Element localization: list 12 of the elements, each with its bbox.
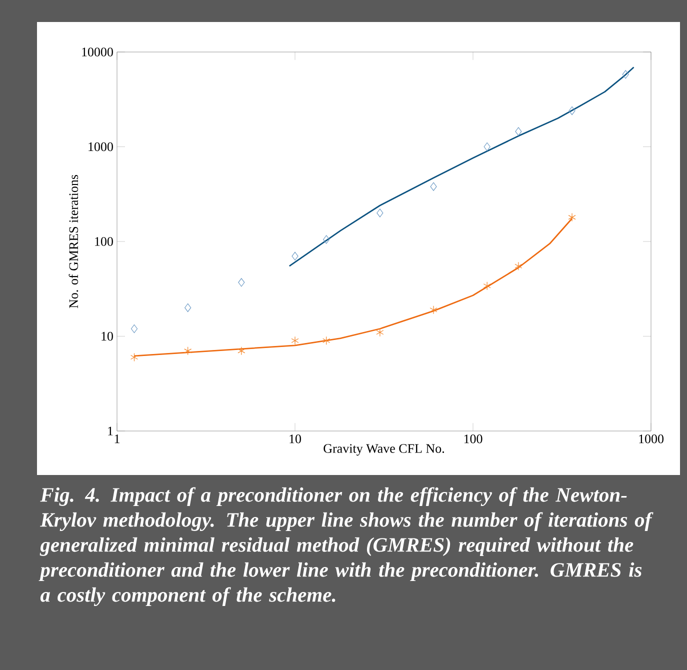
y-tick-label: 1000 [88, 142, 113, 152]
x-tick-label: 1 [114, 434, 120, 444]
y-tick-label: 100 [95, 237, 113, 246]
y-tick-label: 10 [102, 332, 113, 341]
y-tick-label: 1 [108, 426, 113, 436]
x-tick-label: 100 [464, 434, 482, 444]
x-tick-label: 10 [290, 434, 302, 444]
x-axis-title: Gravity Wave CFL No. [324, 444, 444, 456]
y-tick-label: 10000 [82, 48, 113, 56]
y-axis-title: No. of GMRES iterations [68, 174, 78, 308]
caption: Fig. 4. Impact of a preconditioner on the efficiency of the Newton-Krylov methodology. The upper line shows the number of iterations of generalized minimal residual method (GMRES) required without the preconditioner and the lower line with the preconditioner. GMRES is a costly component of the scheme. [38, 487, 654, 606]
x-tick-label: 1000 [639, 434, 664, 444]
